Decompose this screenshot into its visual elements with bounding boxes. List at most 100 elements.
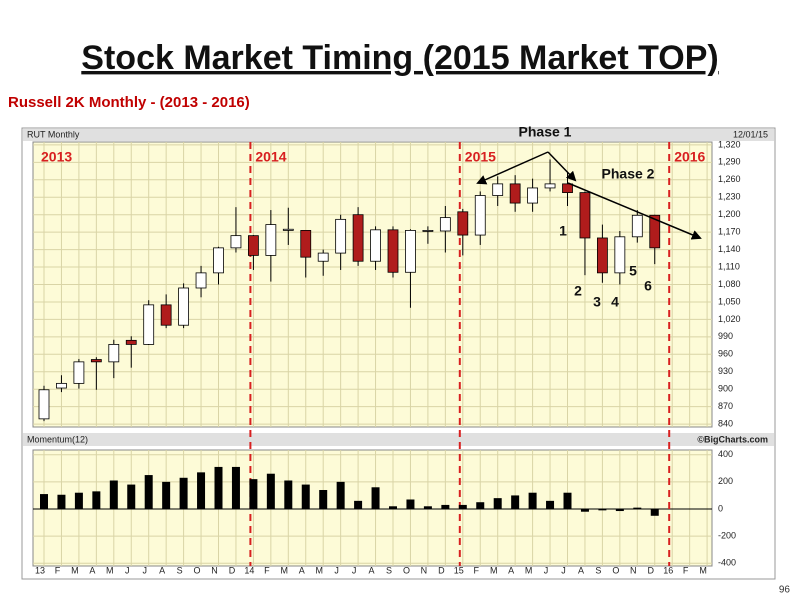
x-tick-label: A	[89, 565, 95, 575]
x-tick-label: M	[699, 565, 707, 575]
candle-body	[457, 211, 469, 236]
x-tick-label: M	[315, 565, 323, 575]
y-tick-label: 1,200	[718, 209, 741, 219]
momentum-bar	[301, 484, 310, 509]
wave-label: 5	[629, 263, 637, 279]
wave-label: 1	[559, 223, 567, 239]
momentum-bar	[406, 499, 415, 509]
x-tick-label: J	[544, 565, 549, 575]
candle-body	[579, 192, 591, 239]
momentum-bar	[546, 500, 555, 509]
momentum-bar	[598, 509, 607, 511]
x-tick-label: A	[299, 565, 305, 575]
candle-body	[439, 217, 451, 232]
momentum-bar	[423, 506, 432, 509]
momentum-bar	[319, 490, 328, 509]
momentum-bar	[336, 481, 345, 509]
x-tick-label: N	[630, 565, 637, 575]
y-tick-label: 400	[718, 449, 733, 459]
x-tick-label: D	[648, 565, 655, 575]
phase-label: Phase 2	[602, 166, 655, 182]
phase-arrow	[476, 151, 549, 185]
momentum-bar	[40, 494, 48, 509]
x-tick-label: J	[334, 565, 339, 575]
wave-label: 2	[574, 283, 582, 299]
candle-body	[649, 214, 661, 249]
candle-body	[352, 214, 364, 262]
y-tick-label: 1,050	[718, 296, 741, 306]
x-tick-label: O	[612, 565, 619, 575]
x-tick-label: N	[421, 565, 428, 575]
x-tick-label: A	[369, 565, 375, 575]
x-tick-label: N	[211, 565, 218, 575]
phase-arrow	[547, 151, 577, 182]
period-label: 2014	[255, 149, 286, 165]
candle-body	[597, 237, 608, 274]
momentum-bar	[563, 492, 572, 509]
x-tick-label: M	[71, 565, 79, 575]
momentum-header	[23, 433, 774, 446]
candle-body	[474, 195, 486, 236]
candle-body	[125, 339, 137, 345]
x-tick-label: M	[490, 565, 498, 575]
momentum-bar	[249, 479, 258, 509]
x-tick-label: 15	[454, 565, 464, 575]
y-tick-label: 990	[718, 331, 733, 341]
candle-body	[213, 247, 224, 274]
x-tick-label: 14	[244, 565, 254, 575]
date-label: 12/01/15	[733, 129, 768, 139]
x-tick-label: F	[264, 565, 270, 575]
candle-body	[300, 230, 312, 258]
y-tick-label: 1,320	[718, 139, 741, 149]
y-tick-label: 840	[718, 418, 733, 428]
y-tick-label: 1,230	[718, 192, 741, 202]
candle-body	[247, 235, 259, 256]
candle-body	[562, 183, 573, 194]
y-tick-label: 1,140	[718, 244, 741, 254]
momentum-bar	[109, 480, 118, 509]
momentum-bar	[580, 509, 589, 512]
candle-body	[195, 272, 207, 289]
period-label: 2013	[41, 149, 72, 165]
phase-label: Phase 1	[519, 124, 572, 140]
momentum-bar	[615, 509, 624, 512]
momentum-bar	[92, 491, 101, 509]
candle-body	[265, 224, 277, 256]
x-tick-label: O	[403, 565, 410, 575]
momentum-bar	[162, 481, 171, 509]
momentum-bar	[650, 509, 659, 516]
x-tick-label: S	[386, 565, 392, 575]
period-label: 2016	[674, 149, 705, 165]
momentum-bar	[231, 466, 240, 509]
momentum-bar	[57, 494, 66, 509]
x-tick-label: F	[683, 565, 689, 575]
candle-body	[544, 183, 556, 189]
momentum-bar	[127, 484, 136, 509]
y-tick-label: 1,260	[718, 174, 741, 184]
y-tick-label: 1,170	[718, 227, 741, 237]
page-number: 96	[779, 585, 791, 596]
candle-body	[492, 183, 504, 196]
y-tick-label: 1,290	[718, 157, 741, 167]
candle-body	[631, 214, 643, 238]
candle-body	[370, 229, 381, 262]
x-tick-label: F	[55, 565, 61, 575]
momentum-panel-title: Momentum(12)	[27, 434, 88, 444]
x-tick-label: J	[142, 565, 147, 575]
candle-body	[422, 230, 434, 232]
candle-body	[317, 252, 329, 262]
x-tick-label: J	[125, 565, 130, 575]
y-tick-label: 0	[718, 503, 723, 513]
momentum-bar	[441, 504, 450, 509]
candle-body	[387, 229, 399, 273]
candle-body	[527, 187, 538, 204]
wave-label: 6	[644, 278, 652, 294]
y-tick-label: 930	[718, 366, 733, 376]
momentum-bar	[511, 495, 520, 509]
momentum-bar	[144, 475, 153, 509]
y-tick-label: 900	[718, 384, 733, 394]
candle-body	[230, 235, 242, 249]
x-tick-label: 16	[663, 565, 673, 575]
x-tick-label: M	[106, 565, 114, 575]
